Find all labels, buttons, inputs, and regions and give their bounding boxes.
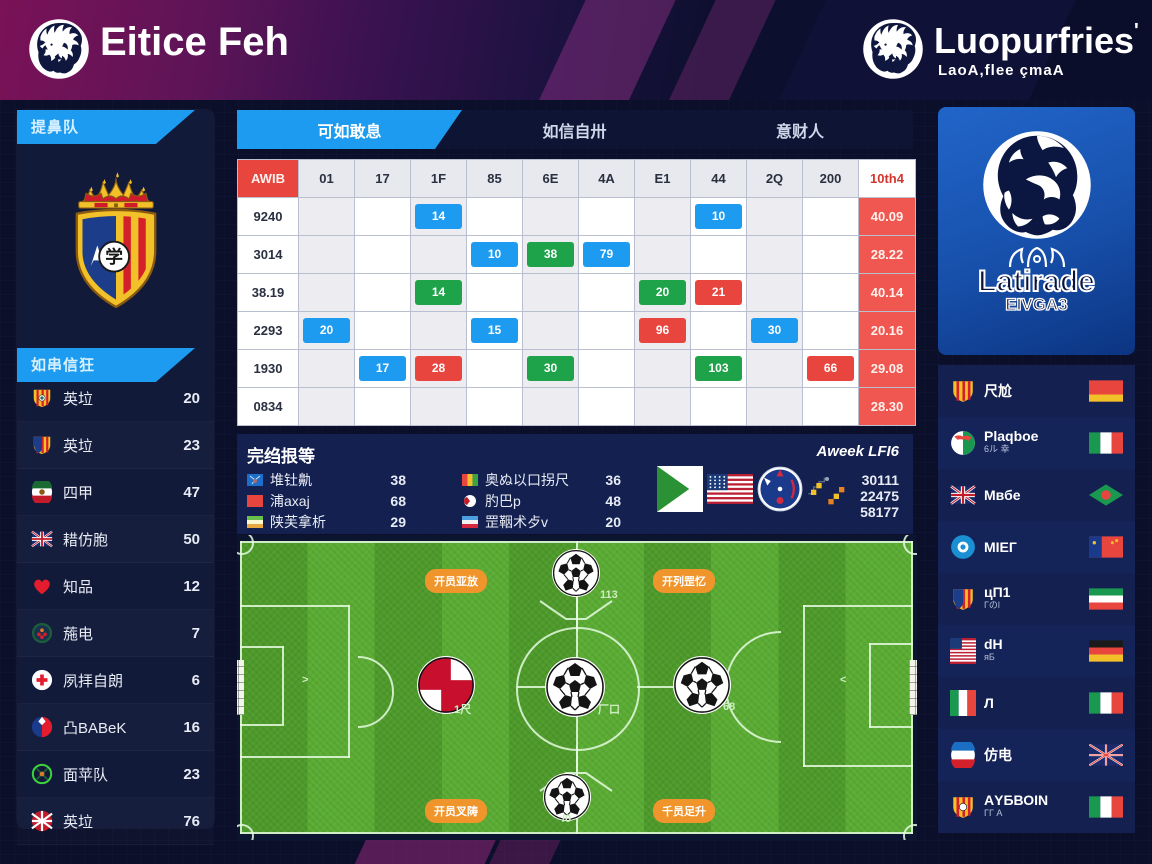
svg-text:学: 学 <box>105 246 123 267</box>
